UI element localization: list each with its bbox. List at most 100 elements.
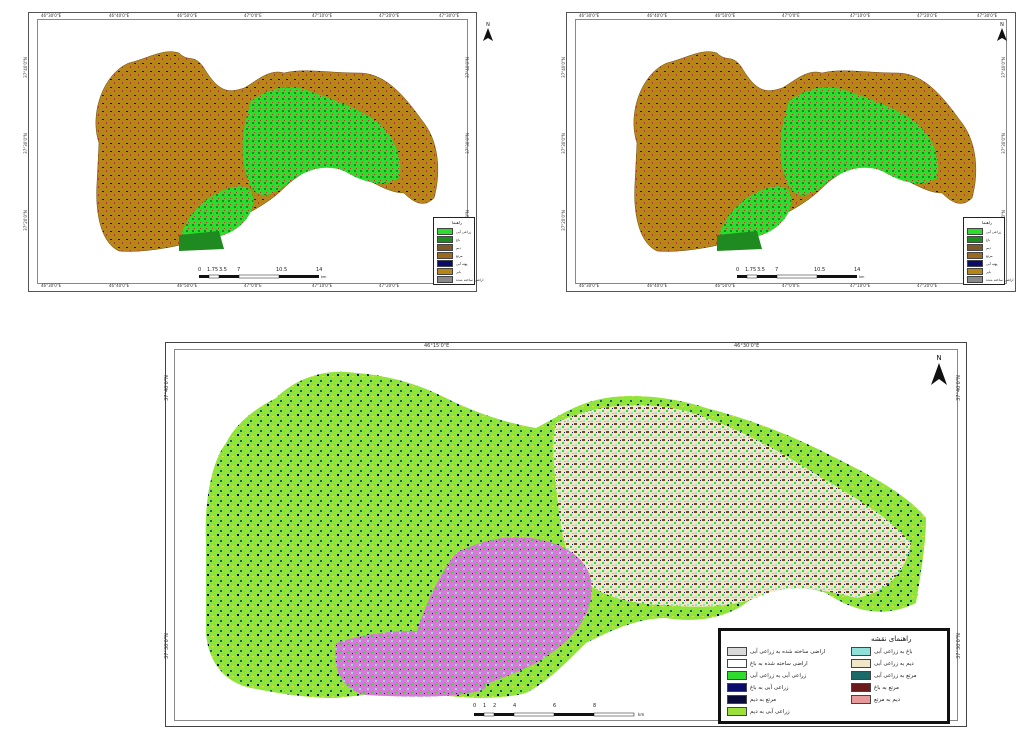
legend-item: زراعی آبی	[967, 228, 1001, 235]
legend-label: زراعی آبی	[456, 229, 472, 234]
top-tick: 47°0'0"E	[244, 13, 262, 18]
legend-item: زراعی آبی	[437, 228, 471, 235]
legend-label: اراضی ساخته شده	[456, 277, 484, 282]
legend-swatch	[967, 268, 983, 275]
side-tick: 37°40'0"N	[464, 57, 470, 78]
legend-label: زراعی آبی به دیم	[750, 708, 790, 715]
legend-item: اراضی ساخته شده به باغ	[727, 659, 808, 668]
side-tick: 37°30'0"N	[560, 133, 566, 154]
legend-swatch	[437, 228, 453, 235]
legend-label: زراعی آبی به زراعی آبی	[750, 672, 807, 679]
north-arrow-icon: N	[931, 354, 947, 385]
bottom-tick: 47°10'0"E	[850, 283, 871, 288]
legend-label: مرتع	[986, 253, 993, 258]
bottom-tick: 46°40'0"E	[109, 283, 130, 288]
bottom-tick: 46°40'0"E	[647, 283, 668, 288]
legend-swatch	[437, 252, 453, 259]
legend-item: مرتع به زراعی آبی	[851, 671, 917, 680]
legend-item: مرتع به باغ	[851, 683, 899, 692]
legend-item: اراضی ساخته شده به زراعی آبی	[727, 647, 825, 656]
scale-label: 2	[493, 703, 497, 709]
legend-swatch	[967, 260, 983, 267]
top-tick: 46°30'0"E	[734, 343, 760, 349]
legend-label: اراضی ساخته شده	[986, 277, 1014, 282]
legend-item: اراضی ساخته شده	[967, 276, 1013, 283]
bottom-tick: 47°20'0"E	[917, 283, 938, 288]
legend-item: باغ	[967, 236, 990, 243]
scale-bar: 0 1 2 4 6 8 km	[473, 703, 674, 723]
legend-swatch	[967, 228, 983, 235]
legend-item: باغ به زراعی آبی	[851, 647, 913, 656]
scale-label: 1.75	[745, 267, 757, 273]
legend-label: اراضی ساخته شده به باغ	[750, 660, 808, 667]
north-label: N	[1000, 22, 1004, 28]
side-tick: 37°30'0"N	[22, 133, 28, 154]
legend-item: بایر	[967, 268, 991, 275]
top-tick: 47°20'0"E	[379, 13, 400, 18]
legend-item: اراضی ساخته شده	[437, 276, 483, 283]
top-tick: 46°30'0"E	[41, 13, 62, 18]
scale-label: 10.5	[814, 267, 826, 273]
scale-label: 14	[316, 267, 323, 273]
map-bottom-inner-frame	[174, 349, 958, 721]
legend-swatch	[727, 671, 747, 680]
top-tick: 47°0'0"E	[782, 13, 800, 18]
legend-swatch	[851, 659, 871, 668]
map-left-frame: 46°30'0"E 46°40'0"E 46°50'0"E 47°0'0"E 4…	[23, 12, 493, 292]
north-arrow-icon: N	[997, 22, 1007, 41]
legend-swatch	[437, 244, 453, 251]
scale-label: 8	[593, 703, 597, 709]
legend-label: دیم	[456, 245, 461, 250]
bottom-tick: 47°10'0"E	[312, 283, 333, 288]
side-tick: 37°20'0"N	[22, 210, 28, 231]
scale-label: 0	[736, 267, 740, 273]
legend-item: دیم به مرتع	[851, 695, 900, 704]
scale-label: 6	[553, 703, 557, 709]
legend-swatch	[727, 647, 747, 656]
legend-label: دیم به زراعی آبی	[874, 660, 914, 667]
bottom-tick: 46°30'0"E	[41, 283, 62, 288]
top-tick: 46°15'0"E	[424, 343, 450, 349]
top-tick: 46°40'0"E	[647, 13, 668, 18]
legend-swatch	[967, 244, 983, 251]
scale-label: 1	[483, 703, 487, 709]
top-tick: 47°30'0"E	[977, 13, 998, 18]
legend-item: زراعی آبی به دیم	[727, 707, 790, 716]
bottom-tick: 47°20'0"E	[379, 283, 400, 288]
map-right-legend: راهنما زراعی آبی باغ دیم مرتع پهنه آبی ب…	[963, 217, 1013, 285]
legend-label: مرتع	[456, 253, 463, 258]
scale-label: 10.5	[276, 267, 288, 273]
legend-item: مرتع	[437, 252, 463, 259]
legend-item: زراعی آبی به باغ	[727, 683, 789, 692]
legend-item: پهنه آبی	[437, 260, 468, 267]
legend-swatch	[967, 252, 983, 259]
side-tick: 37°40'0"N	[955, 375, 962, 401]
top-tick: 46°40'0"E	[109, 13, 130, 18]
legend-title: راهنما	[452, 220, 462, 225]
legend-swatch	[437, 236, 453, 243]
top-tick: 46°30'0"E	[579, 13, 600, 18]
scale-unit: km	[859, 275, 865, 279]
top-tick: 47°20'0"E	[917, 13, 938, 18]
bottom-tick: 46°30'0"E	[579, 283, 600, 288]
legend-swatch	[727, 707, 747, 716]
map-bottom-legend: راهنمای نقشه اراضی ساخته شده به زراعی آب…	[718, 628, 950, 724]
legend-item: دیم	[437, 244, 461, 251]
legend-label: زراعی آبی	[986, 229, 1002, 234]
legend-title: راهنما	[982, 220, 992, 225]
top-tick: 46°50'0"E	[177, 13, 198, 18]
map-right-frame: 46°30'0"E 46°40'0"E 46°50'0"E 47°0'0"E 4…	[561, 12, 1016, 292]
legend-title: راهنمای نقشه	[871, 635, 912, 643]
legend-swatch	[727, 659, 747, 668]
legend-swatch	[967, 276, 983, 283]
top-tick: 47°10'0"E	[312, 13, 333, 18]
legend-item: باغ	[437, 236, 460, 243]
scale-unit: km	[321, 275, 327, 279]
side-tick: 37°30'0"N	[464, 133, 470, 154]
legend-swatch	[967, 236, 983, 243]
north-label: N	[936, 354, 941, 362]
legend-label: دیم به مرتع	[874, 696, 901, 703]
legend-label: مرتع به دیم	[750, 696, 777, 703]
map-right-land-use	[633, 51, 977, 252]
bottom-tick: 46°50'0"E	[177, 283, 198, 288]
